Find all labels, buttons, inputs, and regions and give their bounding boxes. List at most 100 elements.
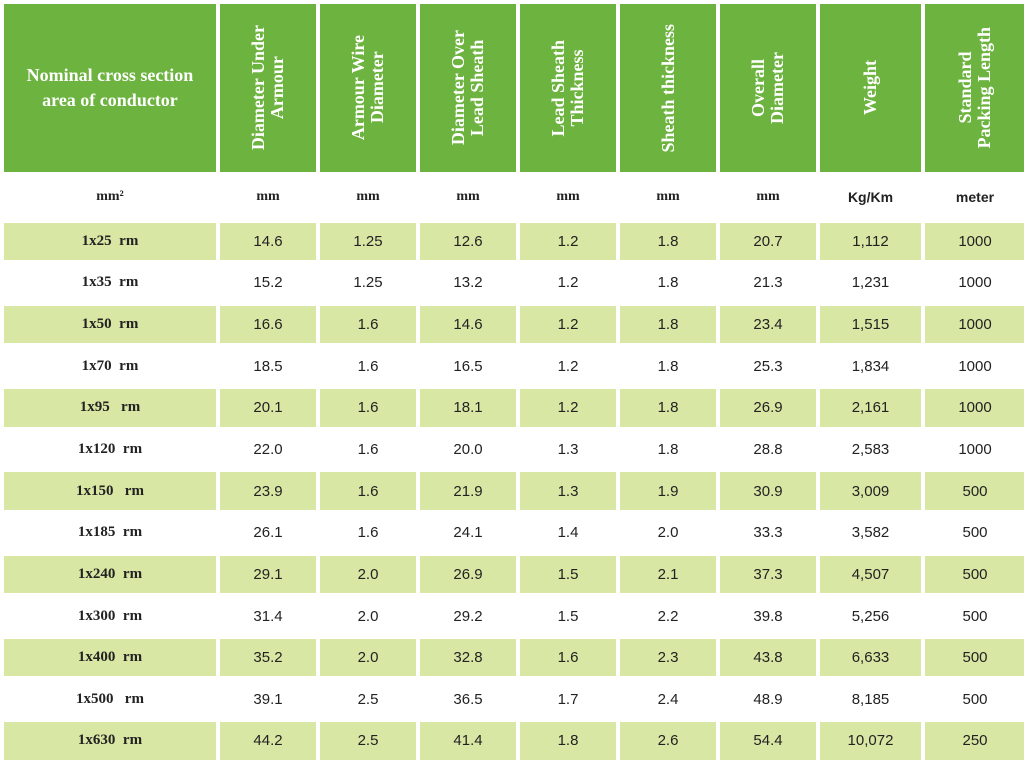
table-cell: 1000 xyxy=(958,440,992,458)
table-cell: 2.5 xyxy=(320,722,416,760)
table-cell: 26.9 xyxy=(420,555,516,594)
unit-nominal-cross-section: mm² xyxy=(96,189,124,205)
table-cell: 2.0 xyxy=(320,639,416,677)
table-cell: 500 xyxy=(962,524,988,542)
unit-sheath-thickness: mm xyxy=(656,189,680,205)
table-cell: 1,834 xyxy=(851,357,890,375)
table-cell: 20.0 xyxy=(453,440,483,458)
header-overall-diameter: Overall Diameter xyxy=(720,4,816,172)
table-cell: 23.9 xyxy=(220,472,316,510)
row-label: 1x35 rm xyxy=(81,274,139,291)
table-cell: 54.4 xyxy=(720,722,816,760)
table-cell: 500 xyxy=(962,607,988,625)
table-cell: 20.7 xyxy=(720,222,816,260)
table-cell: 2,161 xyxy=(820,389,921,427)
table-cell: 12.6 xyxy=(420,222,516,260)
table-cell: 1000 xyxy=(925,222,1024,260)
row-label: 1x120 rm xyxy=(77,440,143,457)
table-cell: 26.9 xyxy=(720,389,816,427)
table-cell: 1.3 xyxy=(557,440,579,458)
table-cell: 33.3 xyxy=(753,524,783,542)
row-label: 1x630 rm xyxy=(4,722,216,760)
row-label: 1x240 rm xyxy=(4,555,216,594)
table-cell: 500 xyxy=(925,555,1024,594)
table-cell: 5,256 xyxy=(851,607,890,625)
table-cell: 1.2 xyxy=(520,222,616,260)
table-cell: 3,009 xyxy=(820,472,921,510)
table-cell: 14.6 xyxy=(220,222,316,260)
table-cell: 1.25 xyxy=(320,222,416,260)
table-cell: 1,515 xyxy=(820,305,921,344)
table-cell: 16.6 xyxy=(220,305,316,344)
table-cell: 32.8 xyxy=(420,639,516,677)
table-cell: 2.3 xyxy=(620,639,716,677)
table-cell: 1.8 xyxy=(657,357,679,375)
table-cell: 1.3 xyxy=(520,472,616,510)
table-cell: 2,583 xyxy=(851,440,890,458)
table-cell: 1.6 xyxy=(357,357,379,375)
row-label: 1x95 rm xyxy=(4,389,216,427)
header-standard-packing-length: Standard Packing Length xyxy=(925,4,1024,172)
row-label: 1x400 rm xyxy=(4,639,216,677)
table-cell: 1.5 xyxy=(557,607,579,625)
table-cell: 1.8 xyxy=(620,389,716,427)
table-cell: 1.8 xyxy=(657,440,679,458)
table-cell: 1.5 xyxy=(520,555,616,594)
table-cell: 1.2 xyxy=(520,305,616,344)
table-cell: 1000 xyxy=(958,357,992,375)
table-cell: 6,633 xyxy=(820,639,921,677)
row-label: 1x500 rm xyxy=(76,690,144,707)
table-cell: 250 xyxy=(925,722,1024,760)
table-cell: 41.4 xyxy=(420,722,516,760)
table-cell: 15.2 xyxy=(253,274,283,292)
table-cell: 18.1 xyxy=(420,389,516,427)
table-cell: 1.2 xyxy=(557,357,579,375)
table-cell: 36.5 xyxy=(453,690,483,708)
table-cell: 23.4 xyxy=(720,305,816,344)
table-cell: 24.1 xyxy=(453,524,483,542)
table-cell: 13.2 xyxy=(453,274,483,292)
table-cell: 2.0 xyxy=(320,555,416,594)
row-label: 1x25 rm xyxy=(4,222,216,260)
table-cell: 1.8 xyxy=(657,274,679,292)
table-cell: 3,582 xyxy=(851,524,890,542)
unit-armour-wire-diameter: mm xyxy=(356,189,380,205)
table-cell: 28.8 xyxy=(753,440,783,458)
table-cell: 500 xyxy=(962,690,988,708)
table-cell: 22.0 xyxy=(253,440,283,458)
cable-spec-table: Nominal cross section area of conductor D… xyxy=(4,4,1024,760)
table-cell: 1.9 xyxy=(620,472,716,510)
table-cell: 20.1 xyxy=(220,389,316,427)
unit-lead-sheath-thickness: mm xyxy=(556,189,580,205)
table-cell: 14.6 xyxy=(420,305,516,344)
table-cell: 39.1 xyxy=(253,690,283,708)
table-cell: 21.9 xyxy=(420,472,516,510)
unit-diameter-under-armour: mm xyxy=(256,189,280,205)
table-cell: 29.2 xyxy=(453,607,483,625)
header-diameter-over-lead-sheath: Diameter Over Lead Sheath xyxy=(420,4,516,172)
table-cell: 1.8 xyxy=(620,222,716,260)
row-label: 1x50 rm xyxy=(4,305,216,344)
table-cell: 25.3 xyxy=(753,357,783,375)
table-cell: 8,185 xyxy=(851,690,890,708)
header-label: Sheath thickness xyxy=(657,23,678,153)
header-lead-sheath-thickness: Lead Sheath Thickness xyxy=(520,4,616,172)
table-cell: 2.1 xyxy=(620,555,716,594)
header-label: Diameter Over Lead Sheath xyxy=(448,30,487,146)
header-nominal-cross-section: Nominal cross section area of conductor xyxy=(4,4,216,172)
unit-weight: Kg/Km xyxy=(847,189,894,206)
row-label: 1x70 rm xyxy=(81,357,139,374)
table-cell: 1.6 xyxy=(320,389,416,427)
table-cell: 16.5 xyxy=(453,357,483,375)
table-cell: 1000 xyxy=(958,274,992,292)
header-label: Nominal cross section area of conductor xyxy=(26,65,194,110)
table-cell: 1,112 xyxy=(820,222,921,260)
table-cell: 1.6 xyxy=(357,524,379,542)
header-label: Armour Wire Diameter xyxy=(348,35,387,141)
table-cell: 48.9 xyxy=(753,690,783,708)
table-cell: 44.2 xyxy=(220,722,316,760)
table-cell: 1,231 xyxy=(851,274,890,292)
table-cell: 30.9 xyxy=(720,472,816,510)
table-cell: 2.4 xyxy=(657,690,679,708)
table-cell: 2.6 xyxy=(620,722,716,760)
